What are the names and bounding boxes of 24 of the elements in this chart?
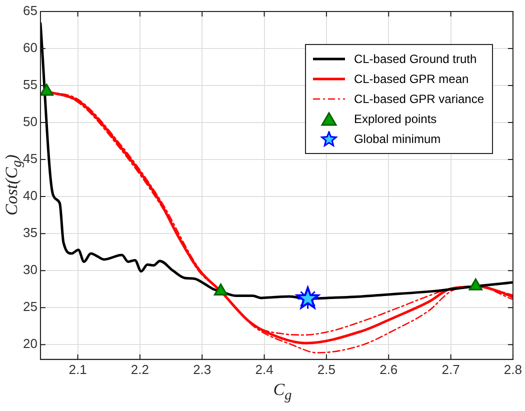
y-tick-label: 50	[22, 114, 38, 130]
y-tick-label: 25	[22, 299, 38, 314]
legend-label: CL-based Ground truth	[354, 52, 477, 66]
y-tick-label: 55	[22, 77, 38, 92]
x-tick-label: 2.3	[193, 362, 212, 377]
x-tick-label: 2.1	[68, 362, 87, 377]
y-tick-label: 35	[22, 225, 38, 240]
y-tick-label: 45	[22, 151, 38, 166]
y-tick-label: 30	[22, 262, 38, 278]
x-tick-label: 2.8	[504, 362, 522, 377]
legend-label: CL-based GPR variance	[354, 92, 484, 106]
x-tick-label: 2.4	[255, 362, 274, 377]
legend-label: Explored points	[354, 112, 437, 126]
y-tick-label: 60	[22, 40, 38, 56]
x-tick-label: 2.7	[442, 362, 460, 377]
y-tick-label: 40	[22, 188, 38, 204]
y-tick-label: 20	[22, 336, 38, 352]
legend-label: CL-based GPR mean	[354, 72, 469, 86]
x-tick-label: 2.6	[380, 362, 398, 377]
legend-label: Global minimum	[354, 132, 441, 146]
y-tick-label: 65	[22, 3, 38, 18]
x-tick-label: 2.2	[130, 362, 149, 377]
x-axis-title: C$_{g}$	[272, 380, 293, 404]
x-tick-label: 2.5	[317, 362, 336, 377]
